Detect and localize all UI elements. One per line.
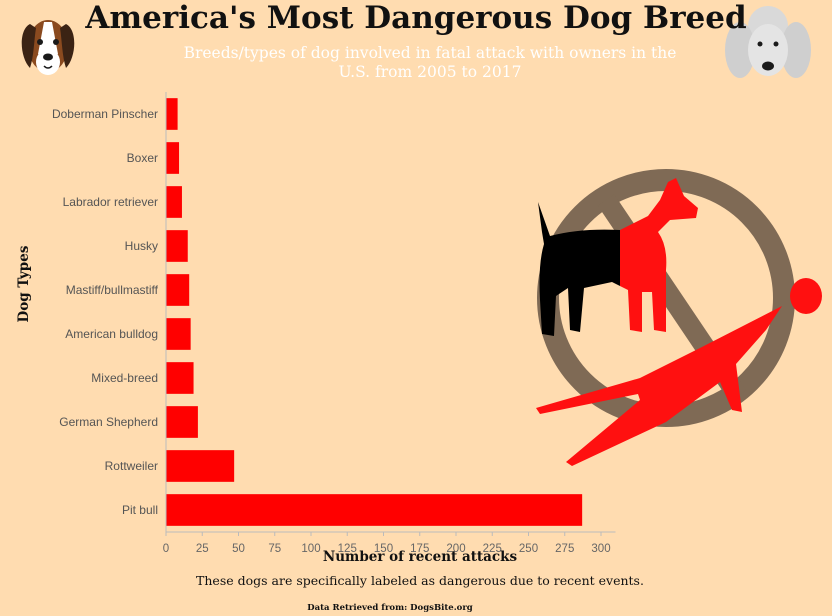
category-label: Husky: [125, 239, 158, 253]
bar: [166, 494, 583, 526]
bar: [166, 406, 198, 438]
x-tick-label: 300: [591, 543, 610, 555]
category-label: Boxer: [127, 151, 158, 165]
bar: [166, 142, 180, 174]
x-tick-label: 25: [196, 543, 209, 555]
x-tick-label: 0: [163, 543, 169, 555]
category-label: Mastiff/bullmastiff: [66, 283, 159, 297]
bar: [166, 186, 182, 218]
x-tick-label: 125: [338, 543, 357, 555]
x-tick-label: 150: [374, 543, 393, 555]
x-tick-label: 225: [483, 543, 502, 555]
bar: [166, 98, 178, 130]
bar: [166, 230, 188, 262]
x-tick-label: 200: [446, 543, 465, 555]
x-tick-label: 50: [232, 543, 245, 555]
source-note: Data Retrieved from: DogsBite.org: [307, 603, 473, 613]
y-axis-label: Dog Types: [16, 245, 32, 323]
x-tick-label: 175: [410, 543, 429, 555]
category-label: Doberman Pinscher: [52, 107, 158, 121]
category-label: Mixed-breed: [91, 371, 158, 385]
footnote: These dogs are specifically labeled as d…: [196, 573, 644, 588]
x-tick-label: 275: [555, 543, 574, 555]
category-label: Pit bull: [122, 503, 158, 517]
chart-subtitle: Breeds/types of dog involved in fatal at…: [183, 44, 677, 81]
category-label: Rottweiler: [105, 459, 158, 473]
bar: [166, 274, 190, 306]
beagle-face-icon: [21, 20, 75, 75]
no-dog-attack-icon: [536, 169, 822, 466]
bar: [166, 318, 191, 350]
poodle-face-icon: [725, 6, 811, 78]
category-label: Labrador retriever: [63, 195, 158, 209]
category-label: American bulldog: [65, 327, 158, 341]
x-tick-label: 250: [519, 543, 538, 555]
x-tick-label: 100: [301, 543, 320, 555]
chart-title: America's Most Dangerous Dog Breed: [85, 0, 747, 36]
x-tick-label: 75: [268, 543, 281, 555]
category-label: German Shepherd: [59, 415, 158, 429]
x-axis-label: Number of recent attacks: [322, 549, 518, 565]
bar: [166, 362, 194, 394]
bar: [166, 450, 235, 482]
